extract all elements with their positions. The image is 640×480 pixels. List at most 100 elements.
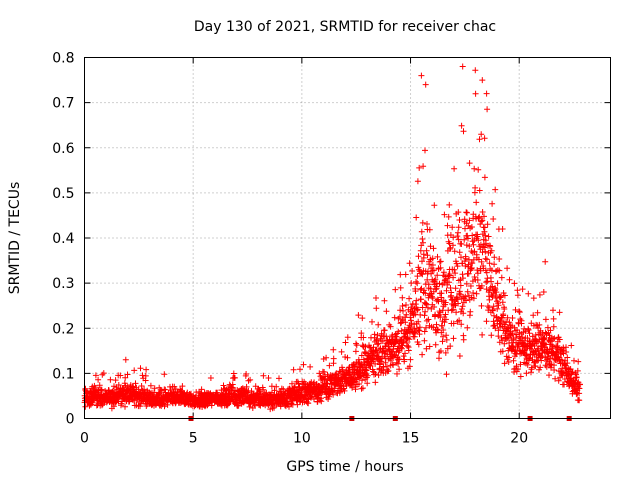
data-point: [511, 280, 518, 287]
data-point: [450, 320, 457, 327]
data-point: [247, 376, 254, 383]
data-point: [400, 353, 407, 360]
data-point: [429, 293, 435, 300]
data-point: [465, 270, 472, 277]
data-point: [501, 306, 508, 312]
data-point: [458, 306, 465, 312]
data-point: [461, 236, 468, 243]
data-point: [406, 336, 413, 343]
data-point: [450, 274, 457, 281]
data-point: [462, 255, 469, 262]
data-point: [496, 256, 503, 262]
data-point: [462, 293, 469, 300]
data-point: [425, 316, 432, 323]
data-point: [419, 236, 426, 242]
data-point: [341, 387, 348, 394]
data-point: [420, 239, 426, 246]
data-point: [510, 357, 517, 364]
data-point: [271, 387, 278, 394]
data-point: [475, 214, 482, 221]
data-point: [424, 252, 431, 259]
data-point: [360, 334, 367, 341]
data-point: [474, 277, 481, 283]
data-point: [446, 201, 453, 208]
data-point: [252, 402, 259, 409]
data-point: [374, 332, 381, 339]
data-point: [526, 330, 533, 337]
data-point: [379, 367, 386, 374]
x-axis-label: GPS time / hours: [286, 459, 403, 475]
data-point: [478, 302, 485, 309]
data-point: [494, 280, 501, 287]
data-point: [460, 128, 467, 135]
data-point: [358, 330, 365, 337]
data-point: [454, 263, 461, 270]
data-point: [552, 375, 559, 382]
data-point: [437, 348, 444, 354]
data-point: [399, 294, 406, 301]
data-point: [450, 242, 456, 249]
data-point: [470, 241, 477, 248]
data-point: [421, 337, 428, 344]
data-point: [295, 380, 302, 387]
data-point: [551, 367, 558, 373]
data-point: [499, 337, 506, 344]
data-point: [397, 271, 404, 278]
data-point: [442, 316, 449, 323]
data-point: [499, 299, 506, 306]
data-point: [395, 328, 402, 335]
data-point: [486, 260, 493, 267]
data-point: [397, 307, 404, 314]
data-point: [360, 362, 366, 369]
data-point: [198, 386, 205, 393]
data-point: [509, 330, 516, 337]
data-point: [459, 303, 466, 310]
data-point: [419, 258, 425, 265]
data-point: [474, 267, 481, 274]
data-point: [542, 258, 549, 265]
data-point: [577, 381, 583, 388]
data-point: [516, 309, 523, 316]
data-point: [463, 297, 469, 304]
y-tick-label: 0: [66, 412, 75, 428]
data-point: [231, 374, 238, 381]
data-point: [449, 306, 456, 313]
data-point: [512, 306, 519, 313]
data-point: [179, 383, 186, 390]
data-point: [568, 342, 575, 349]
data-point: [549, 345, 556, 352]
data-point: [442, 349, 449, 356]
data-point: [505, 354, 512, 361]
data-point: [522, 352, 529, 359]
data-point: [416, 266, 422, 273]
data-point: [542, 316, 549, 323]
data-point: [458, 321, 465, 328]
data-point: [422, 81, 429, 88]
data-point: [438, 290, 445, 297]
data-point: [432, 341, 439, 348]
data-point: [260, 372, 267, 379]
data-point: [495, 302, 502, 309]
data-point: [430, 245, 437, 252]
data-point: [433, 321, 440, 328]
data-point: [408, 304, 415, 311]
data-point: [414, 306, 421, 313]
data-point: [488, 332, 495, 339]
data-point: [220, 382, 227, 389]
data-point: [330, 355, 337, 362]
data-point: [124, 371, 131, 378]
data-point: [383, 308, 390, 315]
data-point: [135, 386, 142, 393]
data-point: [483, 256, 490, 263]
data-point: [567, 366, 574, 372]
data-point: [419, 351, 426, 358]
data-point: [528, 364, 535, 371]
data-point: [339, 366, 346, 373]
data-point: [437, 264, 444, 271]
data-point: [471, 274, 478, 280]
data-point: [402, 271, 409, 278]
x-tick-labels: 0 5 10 15 20: [80, 431, 528, 447]
data-point: [525, 357, 532, 364]
data-point: [451, 165, 458, 172]
data-point: [464, 288, 471, 295]
